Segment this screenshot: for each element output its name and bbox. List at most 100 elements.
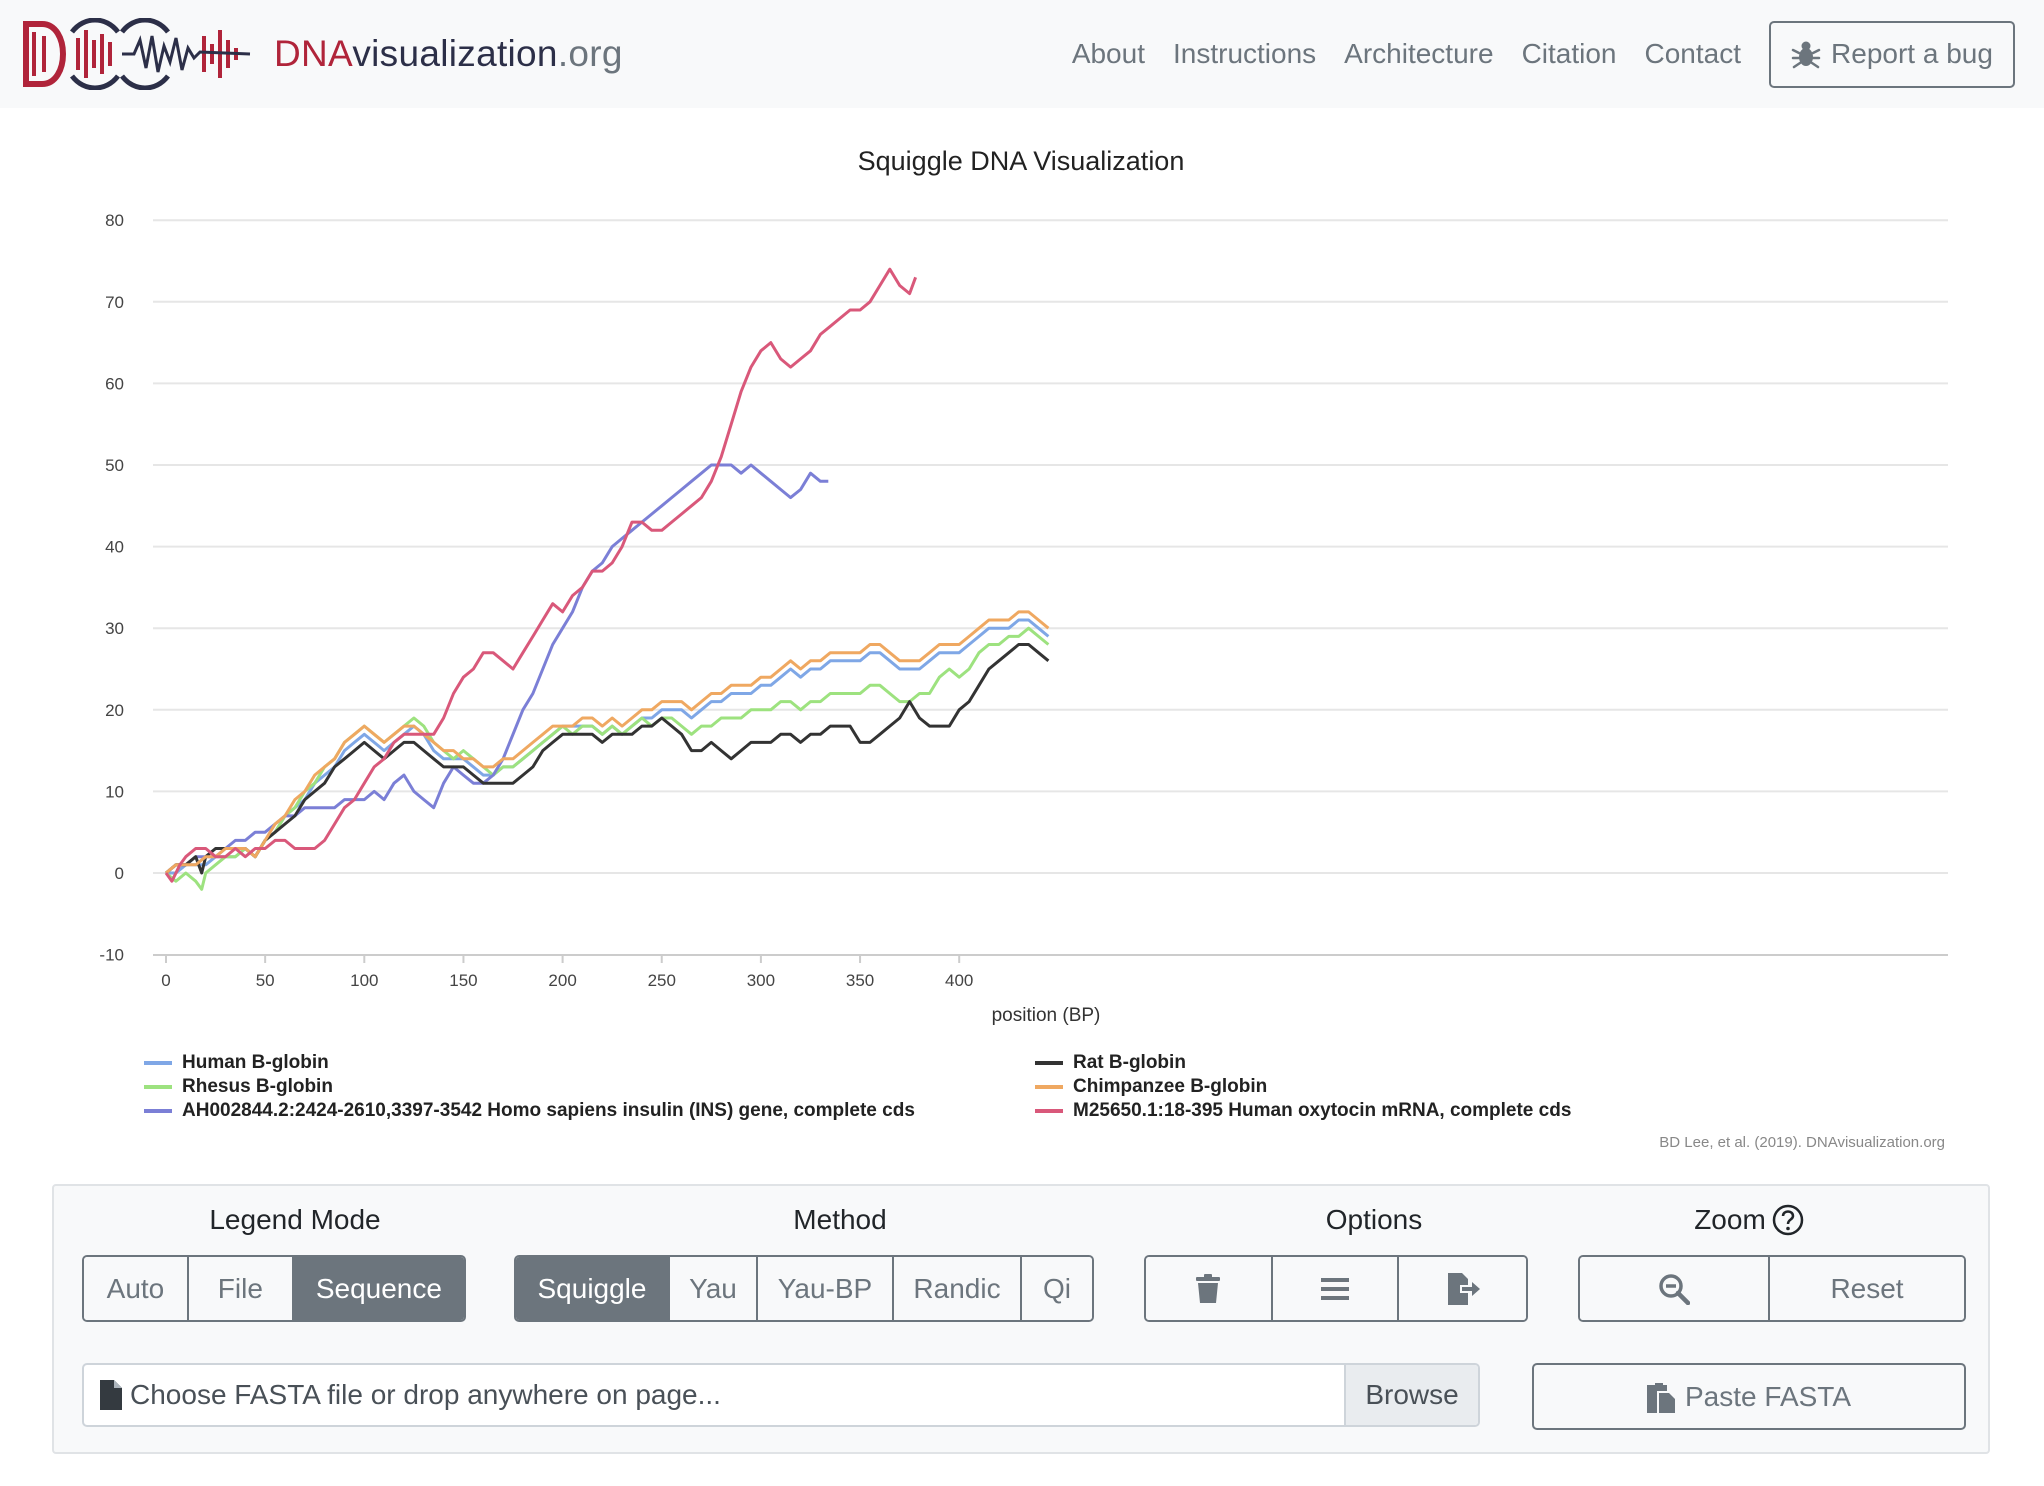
method-randic-button[interactable]: Randic (894, 1257, 1022, 1320)
method-yau-bp-button[interactable]: Yau-BP (758, 1257, 894, 1320)
legend-swatch (1035, 1109, 1063, 1113)
x-axis-label: position (BP) (992, 1005, 1101, 1026)
legend-mode-group: Auto File Sequence (82, 1255, 466, 1322)
x-tick-label: 150 (449, 971, 477, 990)
squiggle-chart: Squiggle DNA Visualization 80 70 60 50 40 30 2… (0, 108, 2044, 1158)
export-button[interactable] (1399, 1257, 1526, 1320)
export-icon (1447, 1272, 1480, 1305)
nav-menu: About Instructions Architecture Citation… (1072, 0, 2044, 108)
brand[interactable]: DNAvisualization.org (22, 14, 623, 94)
y-tick-label: 20 (105, 701, 124, 720)
x-axis-ticks: 0 50 100 150 200 250 300 350 400 (161, 955, 973, 990)
fasta-file-placeholder: Choose FASTA file or drop anywhere on pa… (130, 1379, 721, 1410)
legend-item-rhesus-b-globin[interactable]: Rhesus B-globin (144, 1076, 333, 1098)
chart-credit: BD Lee, et al. (2019). DNAvisualization.… (1659, 1134, 1945, 1151)
legend-item-human-b-globin[interactable]: Human B-globin (144, 1052, 329, 1074)
legend-mode-sequence-button[interactable]: Sequence (293, 1257, 464, 1320)
report-bug-button[interactable]: Report a bug (1769, 20, 2015, 88)
zoom-group: Reset (1578, 1255, 1966, 1322)
nav-contact[interactable]: Contact (1644, 38, 1742, 69)
legend-swatch (144, 1085, 172, 1089)
chart-svg: Squiggle DNA Visualization 80 70 60 50 40 30 2… (99, 146, 1948, 1026)
legend-swatch (1035, 1085, 1063, 1089)
paste-icon (1647, 1382, 1675, 1413)
brand-name-org: .org (557, 33, 623, 74)
x-tick-label: 350 (846, 971, 874, 990)
y-tick-label: -10 (99, 946, 124, 965)
zoom-title-wrap: Zoom (1644, 1204, 1854, 1236)
nav-about[interactable]: About (1071, 38, 1145, 69)
zoom-out-button[interactable] (1580, 1257, 1771, 1320)
method-yau-button[interactable]: Yau (670, 1257, 758, 1320)
series-line-chimpanzee-b-globin[interactable] (165, 610, 1050, 875)
legend-swatch (144, 1061, 172, 1065)
clear-button[interactable] (1146, 1257, 1273, 1320)
brand-name: DNAvisualization.org (274, 33, 623, 75)
x-tick-label: 250 (648, 971, 676, 990)
legend-label: Chimpanzee B-globin (1073, 1076, 1268, 1097)
bug-icon (1791, 41, 1821, 69)
file-icon (100, 1380, 122, 1410)
chart-title: Squiggle DNA Visualization (858, 146, 1185, 176)
x-tick-label: 200 (548, 971, 576, 990)
fasta-file-label[interactable]: Choose FASTA file or drop anywhere on pa… (84, 1379, 1344, 1411)
zoom-title: Zoom (1694, 1204, 1766, 1235)
legend-item-insulin-ins-gene[interactable]: AH002844.2:2424-2610,3397-3542 Homo sapi… (144, 1100, 915, 1122)
x-tick-label: 0 (161, 971, 170, 990)
legend-label: Rat B-globin (1073, 1052, 1186, 1073)
x-tick-label: 300 (747, 971, 775, 990)
zoom-reset-button[interactable]: Reset (1770, 1257, 1964, 1320)
nav-instructions[interactable]: Instructions (1172, 38, 1317, 69)
list-icon (1321, 1277, 1349, 1300)
options-group (1144, 1255, 1528, 1322)
y-tick-label: 50 (105, 456, 124, 475)
legend-item-chimpanzee-b-globin[interactable]: Chimpanzee B-globin (1035, 1076, 1267, 1098)
series-line-oxytocin-mrna[interactable] (164, 267, 918, 883)
legend-swatch (144, 1109, 172, 1113)
options-title: Options (1325, 1204, 1423, 1235)
paste-fasta-label: Paste FASTA (1685, 1380, 1851, 1412)
legend-item-oxytocin-mrna[interactable]: M25650.1:18-395 Human oxytocin mRNA, com… (1035, 1100, 1571, 1122)
series-line-human-b-globin[interactable] (166, 618, 1050, 875)
report-bug-label: Report a bug (1831, 38, 1993, 69)
brand-name-dna: DNA (274, 33, 353, 74)
series-line-rhesus-b-globin[interactable] (165, 626, 1050, 891)
nav-citation[interactable]: Citation (1521, 38, 1617, 69)
zoom-out-icon (1659, 1273, 1691, 1305)
list-button[interactable] (1272, 1257, 1400, 1320)
legend-mode-file-button[interactable]: File (188, 1257, 294, 1320)
legend-label: Rhesus B-globin (182, 1076, 333, 1097)
brand-name-visualization: visualization (352, 33, 558, 74)
method-title: Method (793, 1204, 887, 1235)
nav-architecture[interactable]: Architecture (1344, 38, 1494, 69)
trash-icon (1196, 1273, 1221, 1303)
y-tick-label: 70 (105, 293, 124, 312)
x-tick-label: 100 (350, 971, 378, 990)
legend-mode-title: Legend Mode (209, 1204, 381, 1235)
method-squiggle-button[interactable]: Squiggle (516, 1257, 670, 1320)
y-axis-ticks: 80 70 60 50 40 30 20 10 0 -10 (99, 211, 124, 964)
fasta-file-input[interactable]: Choose FASTA file or drop anywhere on pa… (82, 1363, 1480, 1427)
y-tick-label: 40 (105, 538, 124, 557)
y-tick-label: 60 (105, 374, 124, 393)
y-tick-label: 10 (105, 782, 124, 801)
legend-swatch (1035, 1061, 1063, 1065)
legend-mode-auto-button[interactable]: Auto (84, 1257, 189, 1320)
browse-button[interactable]: Browse (1344, 1365, 1478, 1425)
control-panel: Legend Mode Auto File Sequence Method Sq… (52, 1184, 1990, 1454)
method-group: Squiggle Yau Yau-BP Randic Qi (514, 1255, 1094, 1322)
method-qi-button[interactable]: Qi (1022, 1257, 1092, 1320)
y-tick-label: 30 (105, 619, 124, 638)
legend-label: Human B-globin (182, 1052, 329, 1073)
paste-fasta-button[interactable]: Paste FASTA (1532, 1363, 1966, 1430)
chart-series (164, 267, 1050, 891)
dna-logo-icon (23, 18, 251, 90)
chart-grid (153, 219, 1948, 874)
series-line-rat-b-globin[interactable] (165, 643, 1050, 875)
series-line-insulin-ins-gene[interactable] (165, 463, 829, 875)
legend-item-rat-b-globin[interactable]: Rat B-globin (1035, 1052, 1186, 1074)
help-icon[interactable] (1772, 1204, 1804, 1236)
navbar: DNAvisualization.org About Instructions … (0, 0, 2044, 108)
x-tick-label: 50 (256, 971, 275, 990)
legend-label: M25650.1:18-395 Human oxytocin mRNA, com… (1073, 1100, 1572, 1121)
